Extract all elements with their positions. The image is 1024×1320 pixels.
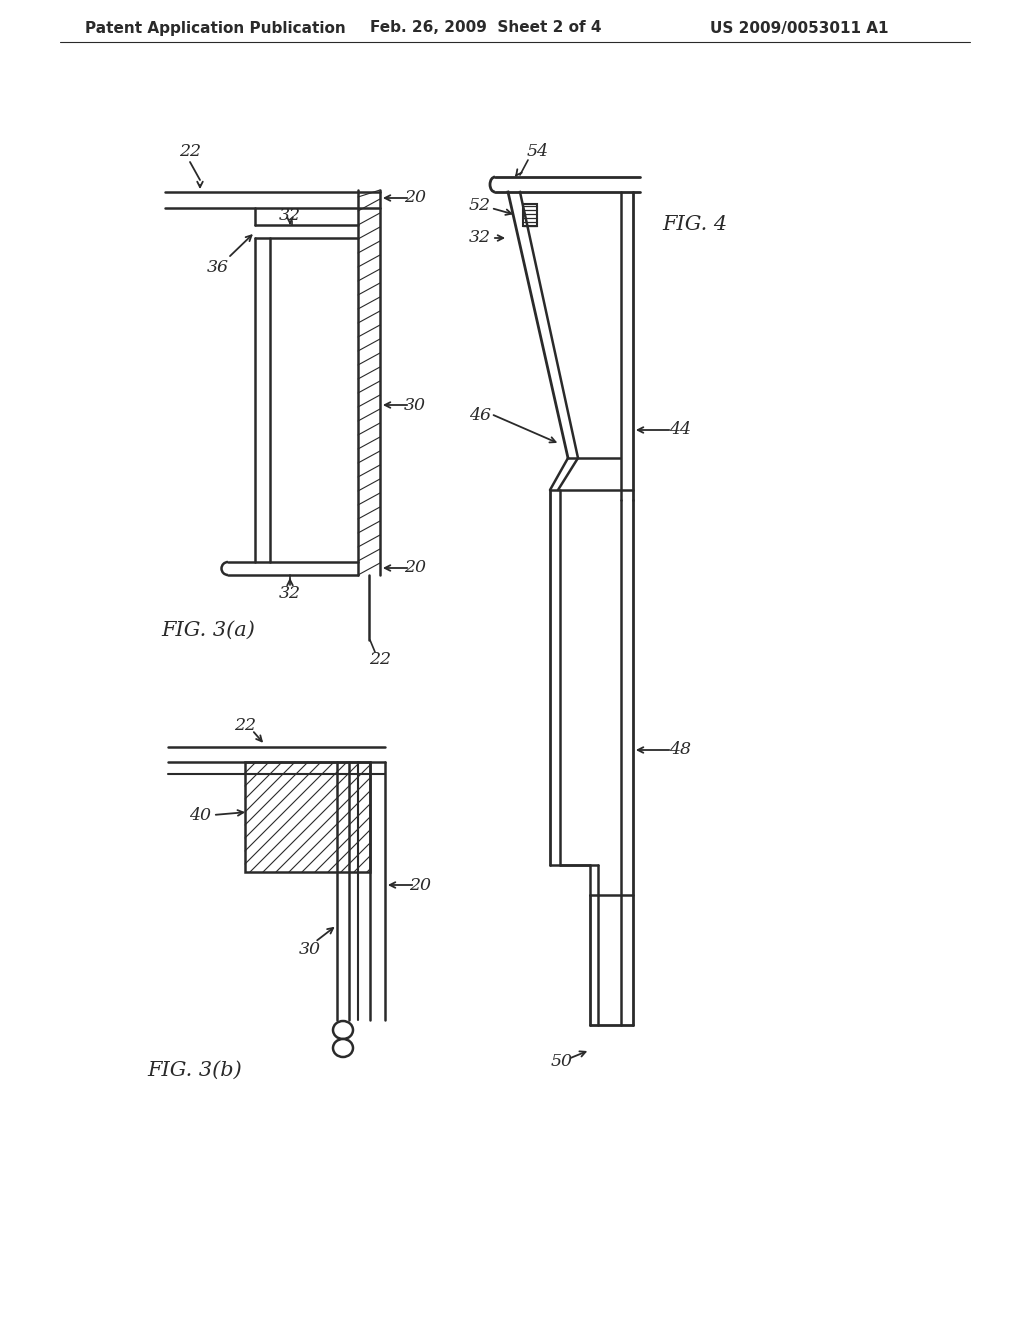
Text: FIG. 4: FIG. 4: [663, 215, 728, 235]
Text: 48: 48: [669, 742, 691, 759]
Text: 20: 20: [404, 190, 426, 206]
Bar: [523, 205, 537, 226]
Text: US 2009/0053011 A1: US 2009/0053011 A1: [710, 21, 889, 36]
Text: 32: 32: [279, 585, 301, 602]
Text: Feb. 26, 2009  Sheet 2 of 4: Feb. 26, 2009 Sheet 2 of 4: [370, 21, 601, 36]
Text: 32: 32: [469, 230, 490, 247]
Text: 30: 30: [299, 941, 321, 958]
Text: 52: 52: [469, 197, 490, 214]
Text: 22: 22: [179, 144, 201, 161]
Text: 36: 36: [207, 260, 229, 276]
Text: 20: 20: [409, 876, 431, 894]
Text: 22: 22: [369, 652, 391, 668]
Text: 40: 40: [189, 807, 211, 824]
Text: 22: 22: [234, 717, 256, 734]
Text: 20: 20: [404, 560, 426, 577]
Ellipse shape: [333, 1039, 353, 1057]
Text: FIG. 3(b): FIG. 3(b): [147, 1060, 243, 1080]
Text: 46: 46: [469, 407, 490, 424]
Text: 32: 32: [279, 206, 301, 223]
Ellipse shape: [333, 1020, 353, 1039]
Text: 50: 50: [551, 1053, 573, 1071]
Text: 30: 30: [404, 396, 426, 413]
Text: Patent Application Publication: Patent Application Publication: [85, 21, 346, 36]
Text: 54: 54: [527, 144, 549, 161]
Text: 44: 44: [669, 421, 691, 438]
Bar: [245, 762, 370, 873]
Text: FIG. 3(a): FIG. 3(a): [161, 620, 255, 639]
